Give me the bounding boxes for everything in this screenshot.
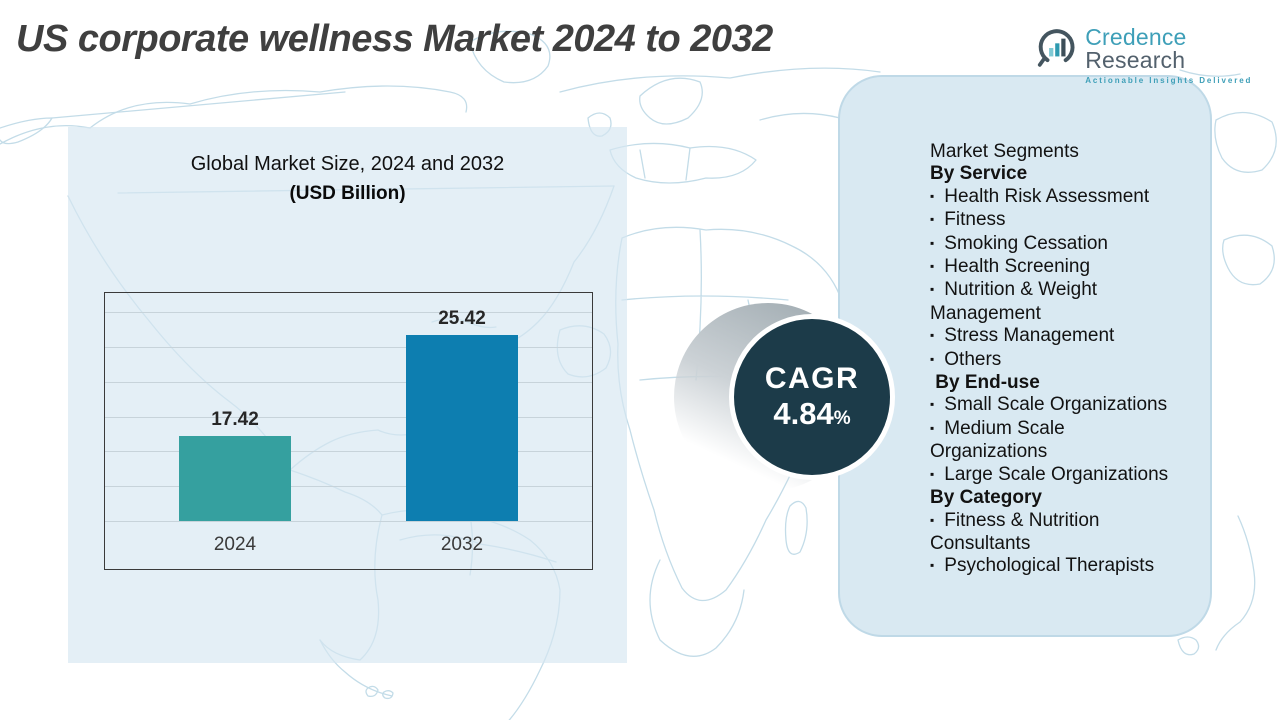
segment-item: ▪ Smoking Cessation: [930, 232, 1108, 254]
brand-tagline: Actionable Insights Delivered: [1085, 76, 1253, 85]
segment-item: ▪ Small Scale Organizations: [930, 394, 1168, 416]
cagr-label: CAGR: [764, 361, 860, 395]
square-bullet-icon: ▪: [930, 259, 935, 274]
bar-category-label: 2024: [213, 534, 257, 555]
gridline: [105, 346, 592, 348]
market-segments-list: Market Segments By Service ▪ Health Risk As…: [930, 141, 1184, 579]
gridline: [105, 451, 592, 453]
cagr-badge: CAGR 4.84%: [729, 314, 895, 480]
square-bullet-icon: ▪: [930, 466, 935, 481]
square-bullet-icon: ▪: [930, 282, 935, 297]
segment-item: ▪ Fitness & Nutrition Consultants: [930, 509, 1100, 554]
page-title: US corporate wellness Market 2024 to 203…: [16, 18, 773, 60]
square-bullet-icon: ▪: [930, 397, 935, 412]
square-bullet-icon: ▪: [930, 512, 935, 527]
cagr-number: 4.84: [773, 395, 834, 431]
bar-2024: [179, 436, 291, 521]
square-bullet-icon: ▪: [930, 328, 935, 343]
square-bullet-icon: ▪: [930, 212, 935, 227]
brand-name-secondary: Research: [1085, 47, 1186, 73]
square-bullet-icon: ▪: [930, 420, 935, 435]
segments-title: Market Segments: [930, 141, 1079, 162]
bar-chart-plot: 17.42 2024 25.42 2032: [104, 292, 593, 570]
bar-chart-circle-icon: [1037, 29, 1075, 67]
square-bullet-icon: ▪: [930, 235, 935, 250]
bar-value-label: 25.42: [438, 308, 486, 329]
segment-group-heading: By Category: [930, 487, 1042, 509]
segment-item: ▪ Fitness: [930, 209, 1006, 231]
bar-category-label: 2032: [440, 534, 484, 555]
brand-name-primary: Credence: [1085, 24, 1187, 50]
segment-item: ▪ Others: [930, 348, 1002, 370]
square-bullet-icon: ▪: [930, 188, 935, 203]
segment-item: ▪ Health Risk Assessment: [930, 185, 1150, 207]
segment-item: ▪ Stress Management: [930, 325, 1115, 347]
segment-group-heading: By Service: [930, 163, 1028, 185]
brand-logo: Credence Research Actionable Insights De…: [1036, 26, 1280, 85]
cagr-percent-sign: %: [833, 407, 851, 429]
gridline: [105, 312, 592, 314]
gridline: [105, 416, 592, 418]
segment-item: ▪ Large Scale Organizations: [930, 463, 1169, 485]
segment-group-heading: By End-use: [930, 372, 1040, 394]
chart-backdrop-panel: [68, 127, 627, 663]
bar-2032: [406, 335, 518, 521]
chart-title: Global Market Size, 2024 and 2032: [190, 153, 505, 175]
gridline: [105, 381, 592, 383]
chart-subtitle: (USD Billion): [289, 183, 406, 204]
segment-item: ▪ Psychological Therapists: [930, 555, 1155, 577]
market-segments-panel: Market Segments By Service ▪ Health Risk As…: [838, 75, 1212, 637]
cagr-value: 4.84%: [773, 395, 850, 432]
gridline: [105, 486, 592, 488]
bar-value-label: 17.42: [211, 409, 259, 430]
square-bullet-icon: ▪: [930, 558, 935, 573]
gridline: [105, 521, 592, 522]
segment-item: ▪ Medium Scale Organizations: [930, 417, 1065, 463]
segment-item: ▪ Health Screening: [930, 256, 1091, 278]
segment-item: ▪ Nutrition & Weight Management: [930, 279, 1098, 324]
square-bullet-icon: ▪: [930, 351, 935, 366]
brand-logo-text: Credence Research Actionable Insights De…: [1085, 26, 1280, 85]
